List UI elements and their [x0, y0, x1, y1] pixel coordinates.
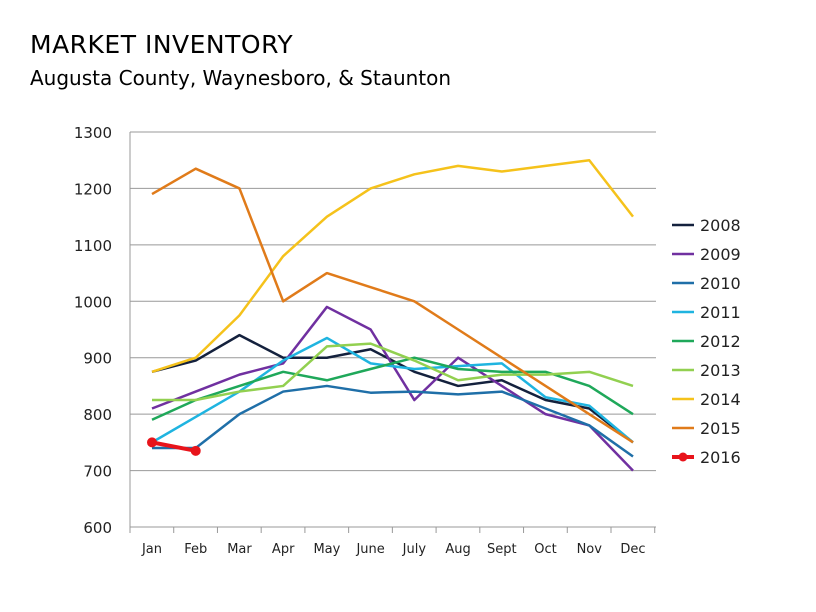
legend-label-2009: 2009	[700, 245, 741, 264]
legend-label-2016: 2016	[700, 448, 741, 467]
x-tick-label: Nov	[577, 542, 603, 557]
x-tick-label: May	[313, 542, 340, 557]
x-tick-label: Mar	[227, 542, 252, 557]
legend-label-2013: 2013	[700, 361, 741, 380]
y-tick-label: 800	[83, 406, 112, 424]
series-line-2013	[152, 342, 634, 402]
y-tick-label: 600	[83, 519, 112, 537]
y-tick-label: 1300	[74, 124, 112, 142]
x-tick-label: Jan	[141, 542, 162, 557]
legend-label-2011: 2011	[700, 303, 741, 322]
data-point-2016	[190, 445, 201, 456]
legend-label-2015: 2015	[700, 419, 741, 438]
y-tick-label: 1100	[74, 237, 112, 255]
y-tick-label: 700	[83, 463, 112, 481]
legend-label-2012: 2012	[700, 332, 741, 351]
series-line-2009	[151, 305, 634, 472]
x-tick-label: Dec	[620, 542, 645, 557]
y-tick-label: 1200	[74, 180, 112, 198]
x-tick-label: Aug	[445, 542, 470, 557]
x-tick-label: June	[355, 542, 384, 557]
x-tick-label: Sept	[487, 542, 517, 557]
legend-label-2010: 2010	[700, 274, 741, 293]
x-tick-label: Feb	[184, 542, 207, 557]
legend-label-2014: 2014	[700, 390, 741, 409]
x-tick-label: July	[402, 542, 427, 557]
x-tick-label: Oct	[534, 542, 556, 557]
series-line-2011	[151, 336, 634, 444]
series-line-2010	[152, 384, 634, 458]
legend-label-2008: 2008	[700, 216, 741, 235]
series-line-2008	[151, 333, 634, 444]
y-tick-label: 900	[83, 350, 112, 368]
data-point-2016	[147, 437, 157, 448]
series-line-2014	[151, 158, 634, 374]
page-subtitle: Augusta County, Waynesboro, & Staunton	[30, 66, 452, 90]
legend-marker-2016	[678, 452, 688, 462]
series-line-2015	[151, 167, 634, 444]
page-title: MARKET INVENTORY	[30, 30, 294, 59]
series-line-2016	[151, 440, 197, 453]
y-tick-label: 1000	[74, 293, 112, 311]
x-tick-label: Apr	[272, 542, 295, 557]
